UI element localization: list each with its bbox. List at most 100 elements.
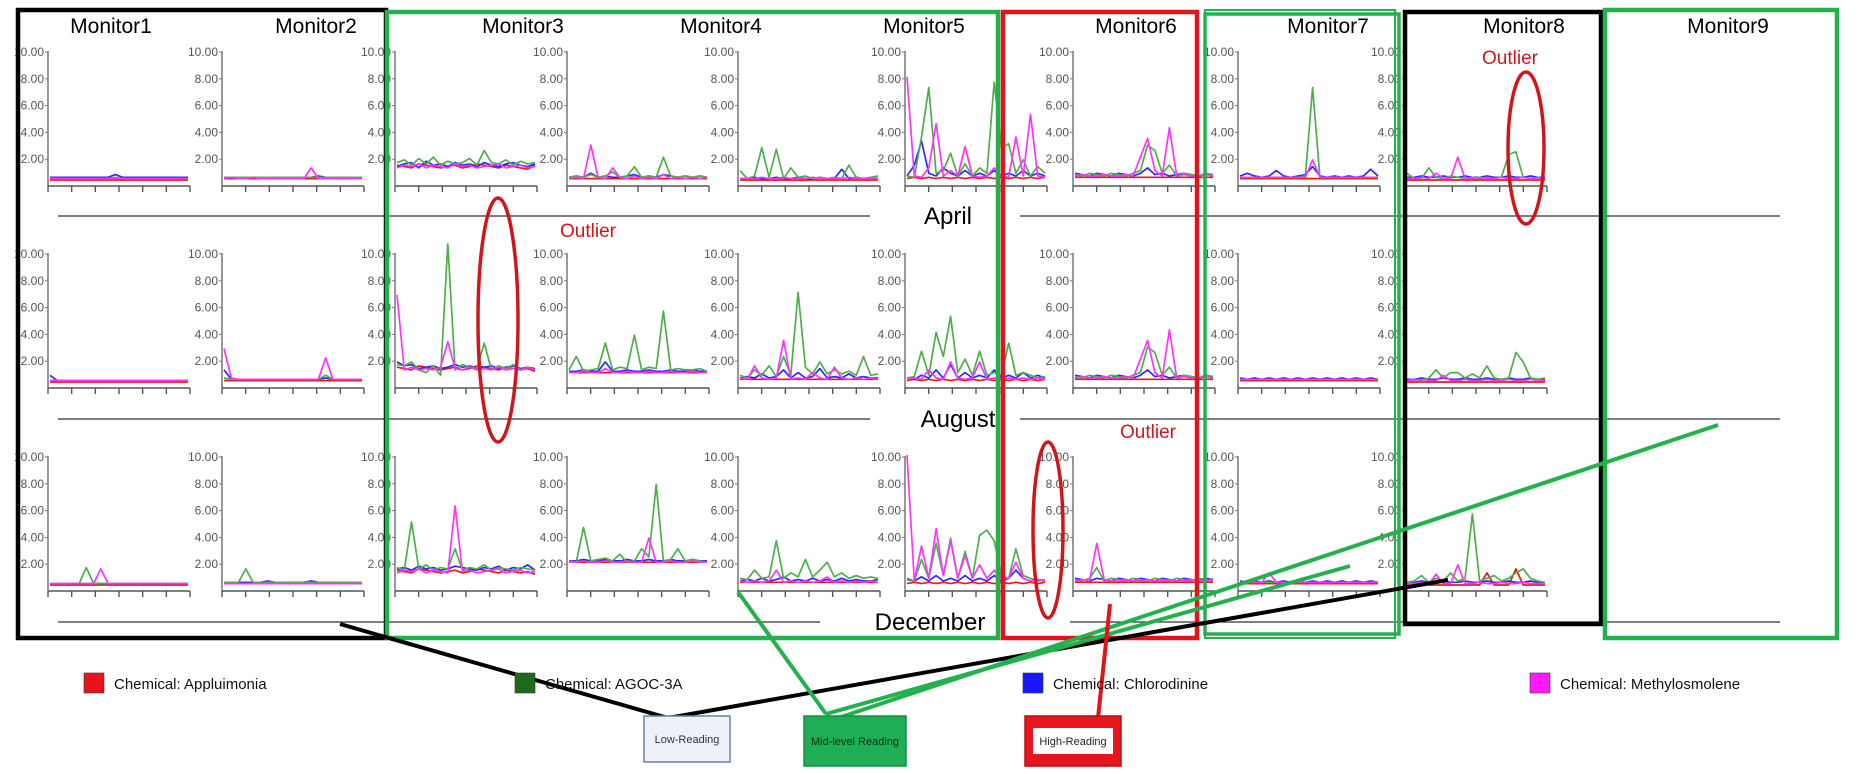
- y-tick-label: 4.00: [1046, 530, 1070, 544]
- group-box: [1402, 9, 1604, 627]
- series-line-chlorodinine: [396, 160, 536, 169]
- y-tick-label: 10.00: [1204, 247, 1234, 261]
- series-line-methylosmolene: [396, 294, 536, 371]
- y-tick-label: 4.00: [1211, 327, 1235, 341]
- y-tick-label: 4.00: [878, 327, 902, 341]
- series-line-agoc-3a: [396, 149, 536, 167]
- series-line-agoc-3a: [1406, 513, 1546, 584]
- y-tick-label: 4.00: [195, 125, 219, 139]
- series-line-methylosmolene: [906, 76, 1046, 179]
- y-tick-label: 10.00: [188, 45, 218, 59]
- y-tick-label: 8.00: [540, 477, 564, 491]
- panel: 10.008.006.004.002.00: [1039, 247, 1216, 394]
- monitor-title: Monitor1: [70, 15, 152, 38]
- series-line-methylosmolene: [739, 569, 879, 584]
- y-tick-label: 6.00: [195, 99, 219, 113]
- group-box: [1602, 7, 1840, 641]
- y-tick-label: 8.00: [21, 477, 45, 491]
- reading-box: High-Reading: [1024, 715, 1122, 767]
- outlier-ellipse: [1506, 70, 1546, 226]
- y-tick-label: 8.00: [195, 274, 219, 288]
- outlier-annotations: Outlier Outlier Outlier: [476, 48, 1546, 620]
- reading-box: Mid-level Reading: [803, 715, 907, 767]
- monitor-title: Monitor3: [482, 15, 564, 38]
- month-separators: April August December: [58, 203, 1780, 636]
- series-line-chlorodinine: [50, 173, 188, 179]
- reading-box-label: High-Reading: [1039, 736, 1106, 748]
- panel: 10.008.006.004.002.00: [188, 45, 365, 192]
- y-tick-label: 8.00: [711, 274, 735, 288]
- group-boxes: [15, 7, 1840, 641]
- y-tick-label: 2.00: [1211, 557, 1235, 571]
- series-line-agoc-3a: [50, 566, 188, 585]
- series-line-agoc-3a: [568, 156, 708, 179]
- y-tick-label: 8.00: [21, 274, 45, 288]
- connector-line: [831, 423, 1719, 722]
- y-tick-label: 2.00: [1046, 557, 1070, 571]
- y-tick-label: 4.00: [878, 530, 902, 544]
- y-tick-label: 6.00: [711, 99, 735, 113]
- y-tick-label: 2.00: [21, 354, 45, 368]
- connector-line: [339, 622, 669, 720]
- reading-box-rect: [643, 715, 731, 763]
- series-line-appluimonia: [906, 581, 1046, 585]
- y-tick-label: 2.00: [878, 557, 902, 571]
- series-line-appluimonia: [906, 378, 1046, 382]
- legend-label: Chemical: Methylosmolene: [1560, 676, 1740, 693]
- panel: 10.008.006.004.002.00: [871, 450, 1048, 597]
- y-tick-label: 2.00: [711, 557, 735, 571]
- series-line-methylosmolene: [396, 163, 536, 169]
- y-tick-label: 8.00: [878, 72, 902, 86]
- y-tick-label: 10.00: [1204, 45, 1234, 59]
- y-tick-label: 4.00: [1046, 125, 1070, 139]
- y-tick-label: 10.00: [871, 45, 901, 59]
- y-tick-label: 10.00: [1204, 450, 1234, 464]
- series-line-methylosmolene: [1074, 542, 1214, 582]
- y-tick-label: 4.00: [540, 530, 564, 544]
- y-tick-label: 4.00: [878, 125, 902, 139]
- y-tick-label: 2.00: [21, 152, 45, 166]
- series-line-agoc-3a: [739, 539, 879, 581]
- panel: 10.008.006.004.002.00: [704, 247, 881, 394]
- panel-grid: Monitor1 Monitor2 Monitor3 Monitor4 Monitor5…: [14, 15, 1769, 597]
- y-tick-label: 6.00: [878, 99, 902, 113]
- series-line-methylosmolene: [906, 361, 1046, 381]
- panel: 10.008.006.004.002.00: [1039, 450, 1216, 597]
- y-tick-label: 10.00: [14, 247, 44, 261]
- series-line-agoc-3a: [906, 315, 1046, 379]
- series-line-methylosmolene: [1407, 156, 1545, 180]
- legend-item: Chemical: Chlorodinine: [1022, 672, 1208, 694]
- reading-box-rect: [803, 715, 907, 767]
- y-tick-label: 10.00: [1039, 450, 1069, 464]
- group-box: [1204, 9, 1396, 639]
- y-tick-label: 10.00: [14, 45, 44, 59]
- y-tick-label: 2.00: [878, 354, 902, 368]
- y-tick-label: 6.00: [711, 504, 735, 518]
- y-tick-label: 10.00: [533, 45, 563, 59]
- y-tick-label: 6.00: [1046, 99, 1070, 113]
- panel: 10.008.006.004.002.00: [361, 45, 538, 192]
- legend-label: Chemical: Chlorodinine: [1053, 676, 1208, 693]
- series-line-methylosmolene: [569, 367, 707, 374]
- y-tick-label: 10.00: [1039, 45, 1069, 59]
- y-tick-label: 10.00: [871, 450, 901, 464]
- monitor-title: Monitor6: [1095, 15, 1177, 38]
- series-line-agoc-3a: [739, 291, 879, 379]
- y-tick-label: 2.00: [1211, 354, 1235, 368]
- y-tick-label: 10.00: [361, 45, 391, 59]
- panel: 10.008.006.004.002.00: [188, 450, 365, 597]
- series-line-agoc-3a: [906, 81, 1046, 179]
- series-line-methylosmolene: [396, 505, 536, 574]
- series-line-methylosmolene: [223, 167, 362, 180]
- y-tick-label: 6.00: [195, 504, 219, 518]
- y-tick-label: 2.00: [540, 354, 564, 368]
- series-line-methylosmolene: [739, 339, 879, 381]
- monitor-title: Monitor5: [883, 15, 965, 38]
- month-label: August: [921, 406, 996, 433]
- y-tick-label: 2.00: [540, 557, 564, 571]
- y-tick-label: 4.00: [1211, 125, 1235, 139]
- series-line-chlorodinine: [223, 369, 362, 381]
- y-tick-label: 6.00: [21, 301, 45, 315]
